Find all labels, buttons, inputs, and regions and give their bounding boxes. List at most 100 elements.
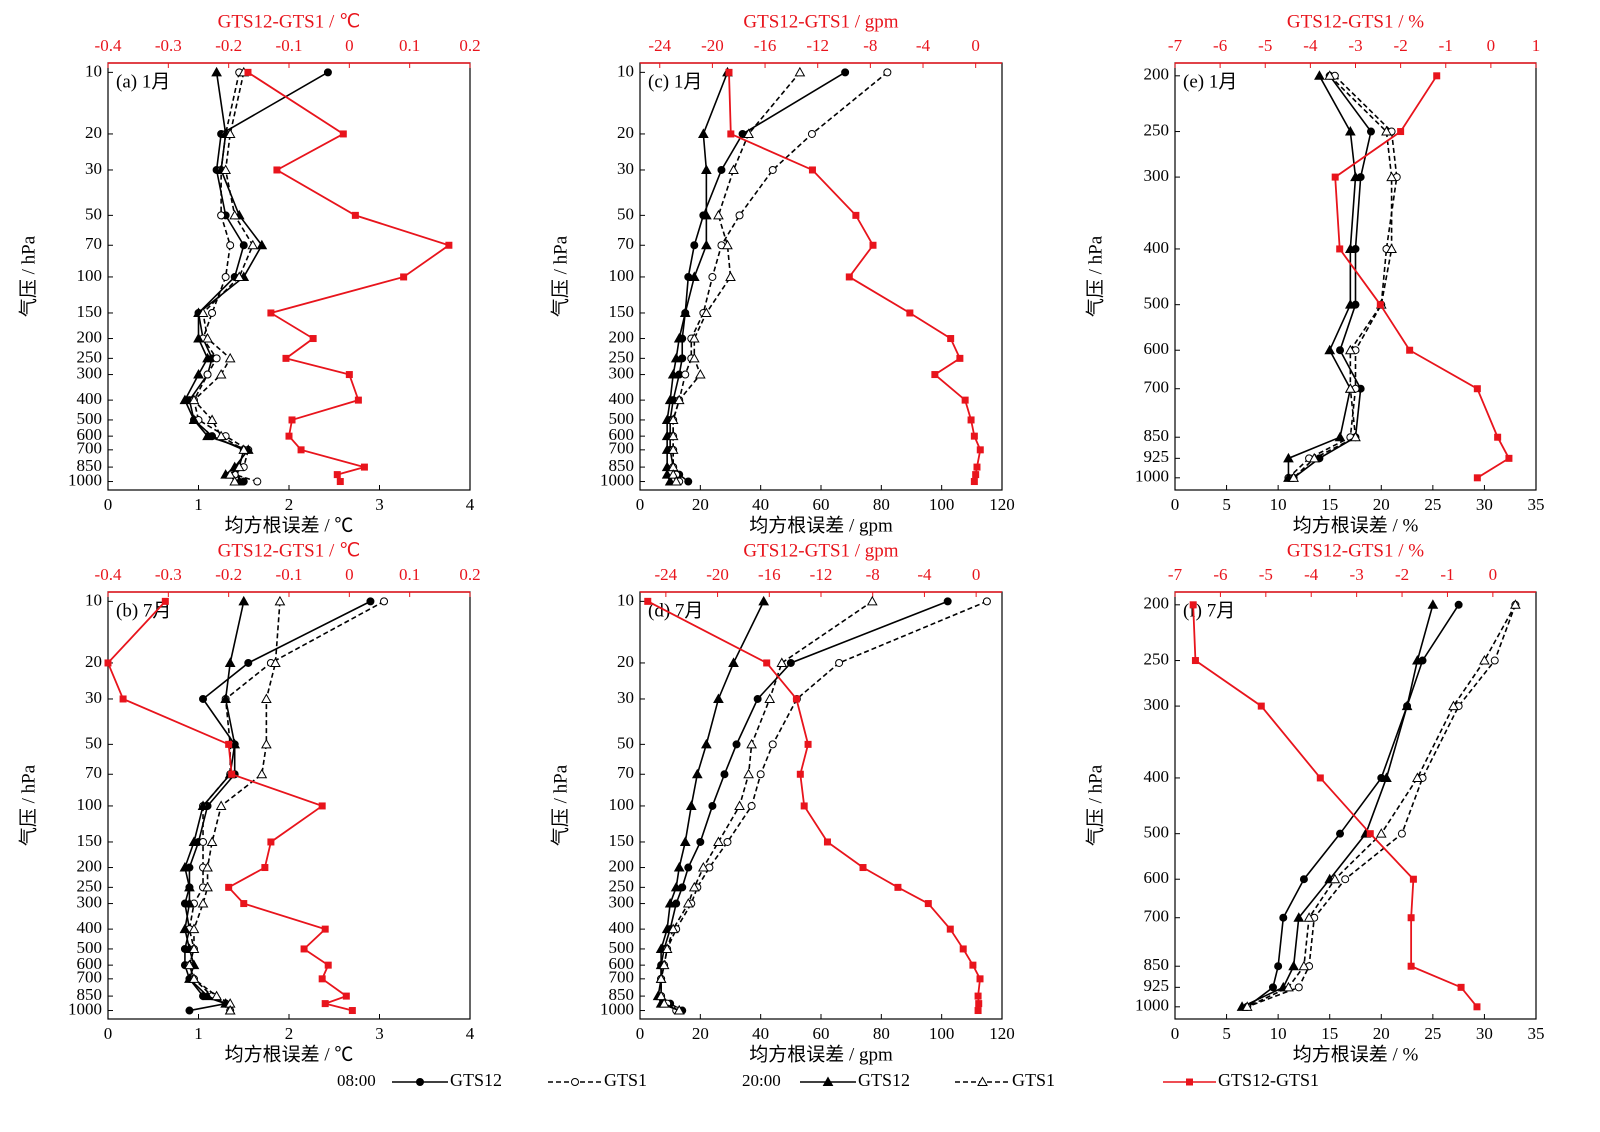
x-tick-label: 120: [989, 495, 1015, 514]
marker: [1406, 346, 1414, 354]
y-tick-label: 1000: [68, 470, 102, 489]
y-tick-label: 400: [77, 389, 103, 408]
marker: [701, 239, 712, 250]
marker: [859, 864, 867, 872]
marker: [345, 371, 353, 379]
marker: [1479, 655, 1490, 665]
marker: [206, 836, 218, 846]
x-tick-label: 20: [692, 495, 709, 514]
marker: [728, 164, 739, 174]
y-tick-label: 100: [77, 795, 103, 814]
marker: [445, 241, 453, 249]
x2-tick-label: -0.1: [276, 565, 303, 584]
marker: [732, 740, 741, 749]
x2-tick-label: -4: [1304, 565, 1319, 584]
plot-frame: [107, 62, 471, 491]
marker: [1375, 828, 1387, 838]
x2-tick-label: -5: [1258, 36, 1272, 55]
legend-marker: [977, 1076, 988, 1086]
marker: [1407, 962, 1415, 970]
marker: [1268, 983, 1277, 992]
marker: [1473, 385, 1481, 393]
marker: [786, 658, 795, 667]
legend-marker: [1186, 1078, 1193, 1086]
y-tick-label: 400: [1144, 767, 1170, 786]
legend-label: GTS1: [1012, 1070, 1055, 1090]
marker: [215, 369, 227, 379]
marker: [1283, 452, 1294, 463]
marker: [1344, 383, 1356, 393]
marker: [220, 693, 232, 703]
x2-tick-label: -0.3: [155, 565, 182, 584]
marker: [655, 973, 667, 983]
panel-title: (e) 1月: [1183, 71, 1237, 92]
x2-tick-label: -8: [863, 36, 877, 55]
marker: [309, 335, 317, 343]
y-tick-label: 200: [609, 327, 635, 346]
y-tick-label: 700: [609, 968, 635, 987]
marker: [1397, 128, 1405, 136]
legend: 08:00 20:00 GTS12 GTS1 GTS12 GTS1 GTS12-GTS1: [337, 1070, 1319, 1090]
x-tick-label: 40: [752, 1024, 769, 1043]
marker: [1401, 700, 1413, 711]
marker: [807, 129, 816, 138]
y-tick-label: 200: [77, 856, 103, 875]
marker: [956, 354, 964, 362]
marker: [720, 770, 729, 779]
marker: [658, 959, 670, 970]
y-tick-label: 500: [609, 409, 635, 428]
x-tick-label: 15: [1321, 1024, 1338, 1043]
series-line: [647, 600, 981, 1011]
marker: [658, 998, 670, 1008]
marker: [224, 128, 236, 138]
marker: [723, 837, 732, 846]
marker: [869, 241, 877, 249]
marker: [682, 898, 694, 908]
marker: [282, 354, 290, 362]
x-tick-label: 25: [1424, 495, 1441, 514]
marker: [1448, 700, 1459, 711]
marker: [267, 309, 275, 317]
marker: [1427, 599, 1439, 609]
marker: [794, 66, 806, 77]
x-tick-label: 60: [813, 1024, 830, 1043]
marker: [792, 695, 800, 703]
marker: [188, 414, 200, 424]
x-axis-label: 均方根误差 / %: [1293, 1043, 1419, 1065]
marker: [713, 836, 724, 846]
series-line: [1293, 75, 1393, 479]
marker: [708, 272, 717, 281]
marker: [753, 694, 762, 703]
marker: [229, 738, 241, 749]
marker: [244, 68, 252, 76]
marker: [974, 1007, 982, 1015]
marker: [1494, 433, 1502, 441]
x-axis-label: 均方根误差 / ℃: [225, 514, 354, 536]
y-tick-label: 600: [609, 954, 635, 973]
marker: [202, 881, 213, 892]
y-tick-label: 10: [617, 61, 634, 80]
y-tick-label: 850: [1144, 426, 1170, 445]
marker: [203, 370, 212, 379]
marker: [261, 864, 269, 872]
marker: [224, 657, 236, 667]
marker: [1344, 344, 1356, 355]
x-tick-label: 100: [929, 495, 955, 514]
marker: [188, 394, 200, 405]
marker: [188, 973, 200, 983]
x-tick-label: 5: [1222, 495, 1231, 514]
marker: [1505, 454, 1513, 462]
y-tick-label: 925: [1144, 447, 1170, 466]
marker: [1412, 655, 1423, 665]
marker: [244, 658, 253, 667]
marker: [673, 1005, 685, 1015]
marker: [685, 800, 697, 810]
series-line: [1241, 604, 1434, 1008]
marker: [691, 768, 703, 779]
y-tick-label: 250: [77, 347, 103, 366]
marker: [717, 165, 726, 174]
x-axis-label: 均方根误差 / ℃: [225, 1043, 354, 1065]
marker: [696, 837, 705, 846]
marker: [1331, 173, 1339, 181]
marker: [688, 881, 700, 892]
